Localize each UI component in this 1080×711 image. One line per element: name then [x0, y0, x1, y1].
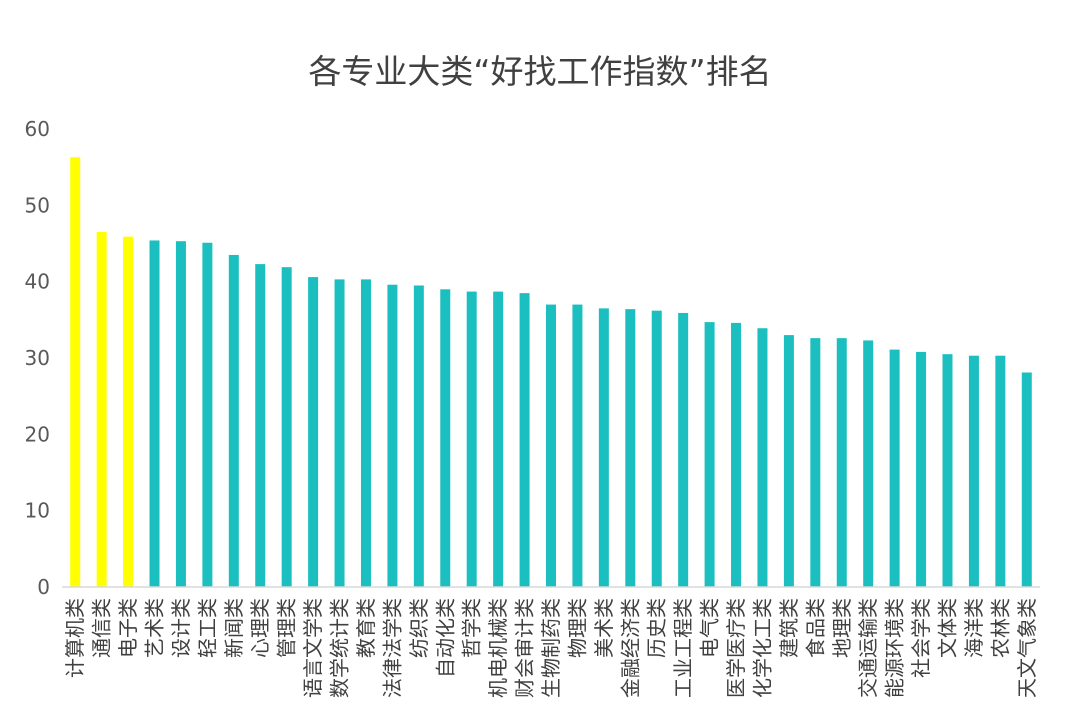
- bar: [440, 289, 451, 587]
- bar: [995, 355, 1006, 587]
- bar: [968, 355, 979, 587]
- bar: [360, 279, 371, 587]
- bar: [836, 338, 847, 587]
- bar: [334, 279, 345, 587]
- x-tick-label: 机电机械类: [486, 598, 510, 698]
- x-tick-label: 食品类: [803, 598, 827, 658]
- x-tick-label: 海洋类: [962, 598, 986, 658]
- y-tick-label: 30: [25, 346, 50, 370]
- x-tick-label: 管理类: [275, 598, 299, 658]
- x-tick-label: 新闻类: [222, 598, 246, 658]
- x-tick-label: 电气类: [698, 598, 722, 658]
- bar: [70, 157, 81, 588]
- bar: [202, 242, 213, 588]
- bar: [546, 304, 556, 587]
- bar: [308, 277, 319, 587]
- x-tick-label: 轻工类: [195, 598, 219, 658]
- bar: [493, 291, 504, 587]
- y-tick-label: 50: [25, 193, 50, 217]
- x-tick-label: 美术类: [592, 598, 616, 658]
- bar: [387, 284, 398, 587]
- bar: [281, 267, 292, 587]
- bar: [625, 309, 636, 587]
- y-tick-label: 40: [25, 270, 50, 294]
- bar: [757, 328, 768, 587]
- x-tick-label: 艺术类: [143, 598, 167, 658]
- x-tick-label: 通信类: [90, 598, 114, 658]
- x-tick-label: 法律法学类: [380, 598, 404, 698]
- x-tick-label: 文体类: [935, 598, 959, 658]
- bars: [70, 157, 1032, 588]
- bar: [598, 308, 609, 587]
- x-tick-label: 化学化工类: [750, 598, 774, 698]
- bar: [466, 291, 477, 587]
- x-tick-label: 财会审计类: [513, 598, 537, 698]
- bar: [175, 241, 186, 587]
- bar: [889, 349, 900, 587]
- bar: [255, 264, 266, 587]
- y-tick-label: 10: [25, 499, 50, 523]
- x-tick-label: 能源环境类: [883, 598, 907, 698]
- bar: [149, 240, 160, 587]
- x-tick-label: 地理类: [830, 598, 854, 658]
- bar: [704, 322, 715, 587]
- bar: [731, 322, 742, 587]
- bar: [651, 310, 662, 587]
- y-tick-label: 60: [25, 117, 50, 141]
- x-tick-label: 计算机类: [63, 598, 87, 678]
- x-tick-label: 数学统计类: [328, 598, 352, 698]
- bar: [916, 351, 927, 587]
- x-tick-label: 建筑类: [777, 598, 801, 658]
- x-tick-label: 设计类: [169, 598, 193, 658]
- y-axis: 0 10 20 30 40 50 60: [25, 117, 50, 599]
- x-tick-label: 历史类: [645, 598, 669, 658]
- x-tick-label: 医学医疗类: [724, 598, 748, 698]
- x-tick-label: 天文气象类: [1015, 598, 1039, 698]
- bar: [123, 236, 134, 587]
- y-tick-label: 20: [25, 422, 50, 446]
- x-tick-label: 金融经济类: [618, 598, 642, 698]
- bar: [519, 293, 530, 587]
- x-tick-label: 自动化类: [433, 598, 457, 678]
- bar: [863, 340, 874, 587]
- x-tick-label: 生物制药类: [539, 598, 563, 698]
- x-tick-label: 工业工程类: [671, 598, 695, 698]
- x-tick-label: 纺织类: [407, 598, 431, 658]
- x-tick-label: 交通运输类: [856, 598, 880, 698]
- x-tick-label: 物理类: [565, 598, 589, 658]
- x-tick-label: 农林类: [988, 598, 1012, 658]
- x-tick-label: 教育类: [354, 598, 378, 658]
- x-axis: 计算机类 通信类 电子类 艺术类 设计类 轻工类 新闻类 心理类 管理类 语言文学类 数学统计类 教育…: [63, 598, 1039, 698]
- bar: [810, 338, 821, 587]
- bar: [413, 285, 424, 587]
- y-tick-label: 0: [37, 575, 50, 599]
- x-tick-label: 心理类: [248, 598, 272, 658]
- bar: [1021, 372, 1032, 587]
- bar: [678, 312, 689, 587]
- bar: [228, 254, 239, 587]
- bar: [783, 335, 794, 587]
- bar: [942, 354, 953, 587]
- x-tick-label: 社会学类: [909, 598, 933, 678]
- bar: [96, 232, 107, 588]
- chart-title: 各专业大类“好找工作指数”排名: [308, 52, 771, 91]
- x-tick-label: 电子类: [116, 598, 140, 658]
- x-tick-label: 语言文学类: [301, 598, 325, 698]
- bar: [572, 304, 583, 587]
- x-tick-label: 哲学类: [460, 598, 484, 658]
